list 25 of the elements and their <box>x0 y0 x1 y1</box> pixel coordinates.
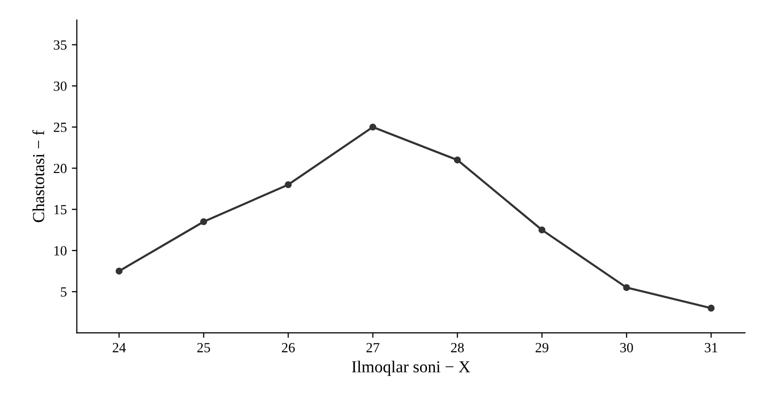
point <box>708 304 715 312</box>
x-axis-title: Ilmoqlar soni − X <box>352 360 470 376</box>
y-tick-label: 35 <box>54 40 67 50</box>
x-tick-label: 31 <box>704 342 718 352</box>
point <box>284 181 292 188</box>
y-axis-title: Chastotasi − f <box>32 130 44 222</box>
x-tick-label: 28 <box>451 342 464 352</box>
point <box>538 226 546 234</box>
y-tick-label: 30 <box>54 81 67 91</box>
x-tick-label: 25 <box>197 342 210 352</box>
x-tick-label: 26 <box>282 342 295 352</box>
x-tick-label: 27 <box>366 342 380 352</box>
point <box>200 218 208 226</box>
y-tick-label: 10 <box>54 246 67 256</box>
y-tick-label: 25 <box>54 122 67 132</box>
y-tick-label: 15 <box>54 205 67 214</box>
y-tick-label: 5 <box>60 287 67 297</box>
x-tick-label: 30 <box>620 342 633 352</box>
point <box>454 156 461 164</box>
y-tick-label: 20 <box>54 164 67 174</box>
point <box>369 124 376 131</box>
x-tick-label: 24 <box>112 342 126 352</box>
point <box>116 268 123 275</box>
x-tick-label: 29 <box>536 342 548 352</box>
point <box>623 284 630 292</box>
